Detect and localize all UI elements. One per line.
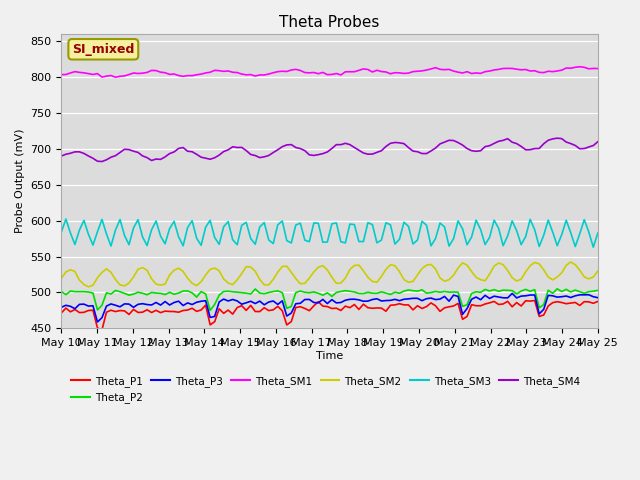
Theta_P2 — [58, 288, 65, 294]
Theta_P3 — [360, 299, 367, 304]
Theta_P2 — [432, 288, 440, 294]
Theta_P1 — [360, 301, 367, 307]
Theta_SM3 — [206, 217, 214, 223]
Legend: Theta_P1, Theta_P2, Theta_P3, Theta_SM1, Theta_SM2, Theta_SM3, Theta_SM4: Theta_P1, Theta_P2, Theta_P3, Theta_SM1,… — [67, 372, 584, 407]
Theta_SM2 — [84, 284, 92, 290]
Theta_P3 — [93, 319, 101, 325]
Theta_SM2 — [486, 271, 493, 277]
Theta_SM1 — [432, 65, 440, 71]
Theta_P2 — [554, 286, 561, 292]
Line: Theta_P1: Theta_P1 — [61, 300, 598, 330]
Theta_SM1 — [360, 66, 367, 72]
Theta_P3 — [585, 292, 593, 298]
Theta_SM4 — [360, 150, 367, 156]
Line: Theta_SM1: Theta_SM1 — [61, 67, 598, 77]
Theta_SM3 — [589, 244, 597, 250]
Theta_SM1 — [585, 66, 593, 72]
Theta_SM3 — [360, 239, 367, 244]
Theta_SM2 — [432, 266, 440, 272]
Theta_SM1 — [111, 74, 119, 80]
Theta_P1 — [486, 300, 493, 306]
Theta_SM2 — [175, 265, 182, 271]
Theta_P2 — [202, 291, 209, 297]
Theta_SM4 — [554, 135, 561, 141]
Theta_P2 — [594, 288, 602, 293]
Theta_P2 — [486, 288, 493, 294]
Theta_SM3 — [594, 230, 602, 236]
Theta_P2 — [170, 291, 178, 297]
Theta_SM2 — [58, 276, 65, 281]
Theta_SM4 — [98, 158, 106, 164]
Theta_P3 — [486, 296, 493, 301]
Theta_P2 — [585, 289, 593, 295]
Theta_SM1 — [206, 70, 214, 75]
Line: Theta_SM2: Theta_SM2 — [61, 262, 598, 287]
Theta_P2 — [360, 291, 367, 297]
Theta_SM3 — [175, 234, 182, 240]
Theta_P1 — [531, 298, 538, 303]
Line: Theta_P2: Theta_P2 — [61, 289, 598, 311]
Theta_P1 — [585, 299, 593, 305]
Theta_SM3 — [486, 234, 493, 240]
Theta_SM4 — [585, 144, 593, 150]
Text: SI_mixed: SI_mixed — [72, 43, 134, 56]
Theta_P1 — [98, 327, 106, 333]
Theta_P1 — [594, 299, 602, 304]
Theta_SM3 — [58, 229, 65, 235]
Theta_P1 — [432, 303, 440, 309]
Theta_SM4 — [594, 139, 602, 144]
Theta_SM4 — [206, 156, 214, 162]
Theta_SM2 — [567, 259, 575, 265]
Theta_SM3 — [580, 217, 588, 223]
Line: Theta_SM4: Theta_SM4 — [61, 138, 598, 161]
Theta_SM4 — [175, 145, 182, 151]
Theta_P3 — [206, 314, 214, 320]
Theta_P3 — [508, 290, 516, 296]
Theta_SM2 — [206, 266, 214, 272]
Theta_SM1 — [175, 72, 182, 78]
X-axis label: Time: Time — [316, 351, 343, 361]
Theta_SM4 — [432, 145, 440, 151]
Theta_SM4 — [58, 153, 65, 159]
Theta_P1 — [206, 322, 214, 328]
Theta_SM2 — [585, 276, 593, 282]
Theta_SM1 — [58, 72, 65, 77]
Theta_P2 — [206, 308, 214, 313]
Theta_SM1 — [576, 64, 584, 70]
Theta_P1 — [58, 310, 65, 316]
Line: Theta_SM3: Theta_SM3 — [61, 219, 598, 247]
Line: Theta_P3: Theta_P3 — [61, 293, 598, 322]
Theta_SM2 — [360, 268, 367, 274]
Theta_SM2 — [594, 268, 602, 274]
Theta_SM3 — [62, 216, 70, 222]
Theta_P3 — [432, 297, 440, 302]
Theta_SM3 — [432, 236, 440, 241]
Theta_SM1 — [486, 68, 493, 74]
Theta_P3 — [58, 304, 65, 310]
Theta_P3 — [594, 295, 602, 300]
Theta_SM1 — [594, 66, 602, 72]
Theta_P3 — [175, 298, 182, 304]
Theta_SM4 — [486, 143, 493, 149]
Title: Theta Probes: Theta Probes — [280, 15, 380, 30]
Theta_P1 — [175, 309, 182, 315]
Y-axis label: Probe Output (mV): Probe Output (mV) — [15, 129, 25, 233]
